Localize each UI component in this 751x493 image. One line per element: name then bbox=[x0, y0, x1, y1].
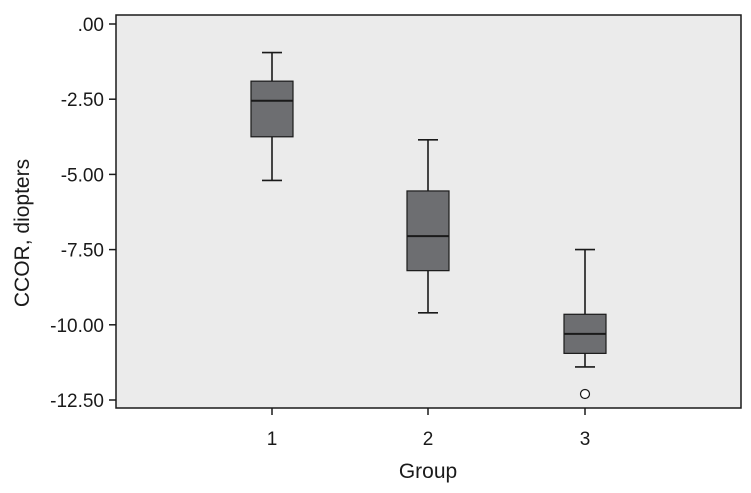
y-tick-label: -10.00 bbox=[50, 316, 104, 337]
box-group-1 bbox=[250, 51, 294, 182]
y-axis: .00 -2.50 -5.00 -7.50 -10.00 -12.50 bbox=[50, 15, 116, 412]
y-tick-label: .00 bbox=[78, 15, 104, 36]
x-axis: 1 2 3 bbox=[267, 408, 591, 450]
y-axis-title: CCOR, diopters bbox=[11, 159, 34, 307]
x-axis-title: Group bbox=[399, 460, 457, 483]
x-tick-label: 1 bbox=[267, 429, 278, 450]
iqr-box bbox=[406, 190, 450, 272]
y-tick-label: -7.50 bbox=[61, 241, 104, 262]
x-tick-label: 3 bbox=[580, 429, 591, 450]
y-tick-label: -5.00 bbox=[61, 165, 104, 186]
outlier-point bbox=[579, 388, 591, 400]
box-group-2 bbox=[406, 139, 450, 314]
y-tick-label: -12.50 bbox=[50, 391, 104, 412]
x-tick-label: 2 bbox=[423, 429, 434, 450]
box-group-3 bbox=[563, 248, 607, 400]
y-tick-label: -2.50 bbox=[61, 90, 104, 111]
box-series bbox=[250, 51, 607, 400]
iqr-box bbox=[250, 80, 294, 138]
